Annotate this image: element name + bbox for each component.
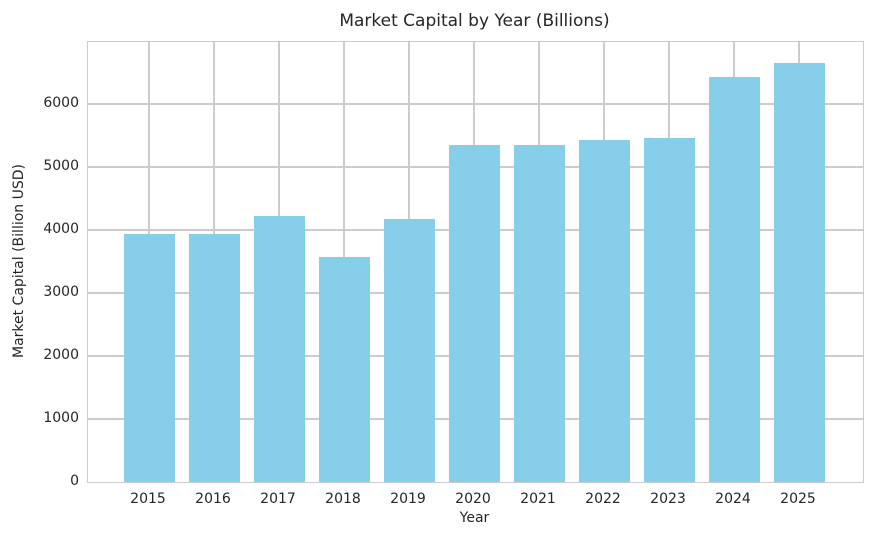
y-tick-label: 2000 bbox=[43, 347, 79, 364]
bar-2025 bbox=[773, 63, 825, 482]
bar-2023 bbox=[643, 138, 695, 482]
bar-2015 bbox=[123, 233, 175, 482]
bar-2021 bbox=[513, 145, 565, 482]
bar-2019 bbox=[383, 218, 435, 482]
x-tick-label: 2024 bbox=[715, 491, 751, 507]
plot-area bbox=[87, 41, 864, 483]
y-tick-label: 6000 bbox=[43, 95, 79, 112]
bar-2020 bbox=[448, 145, 500, 482]
bar-2024 bbox=[708, 76, 760, 482]
x-tick-label: 2015 bbox=[130, 491, 166, 507]
y-tick-label: 4000 bbox=[43, 221, 79, 238]
x-tick-label: 2022 bbox=[585, 491, 621, 507]
bar-2017 bbox=[253, 216, 305, 482]
bar-2022 bbox=[578, 139, 630, 482]
x-tick-label: 2017 bbox=[260, 491, 296, 507]
x-tick-label: 2023 bbox=[650, 491, 686, 507]
y-gridline bbox=[88, 103, 863, 105]
x-tick-label: 2016 bbox=[195, 491, 231, 507]
chart-title: Market Capital by Year (Billions) bbox=[339, 11, 610, 31]
y-tick-label: 0 bbox=[70, 473, 79, 489]
bar-2018 bbox=[318, 257, 370, 482]
y-tick-label: 5000 bbox=[43, 158, 79, 175]
x-tick-label: 2025 bbox=[780, 491, 816, 507]
x-tick-label: 2020 bbox=[455, 491, 491, 507]
x-tick-label: 2018 bbox=[325, 491, 361, 507]
x-tick-label: 2019 bbox=[390, 491, 426, 507]
y-tick-label: 3000 bbox=[43, 284, 79, 301]
bar-2016 bbox=[188, 233, 240, 482]
x-axis-label: Year bbox=[459, 510, 490, 526]
x-tick-label: 2021 bbox=[520, 491, 556, 507]
y-tick-label: 1000 bbox=[43, 410, 79, 426]
